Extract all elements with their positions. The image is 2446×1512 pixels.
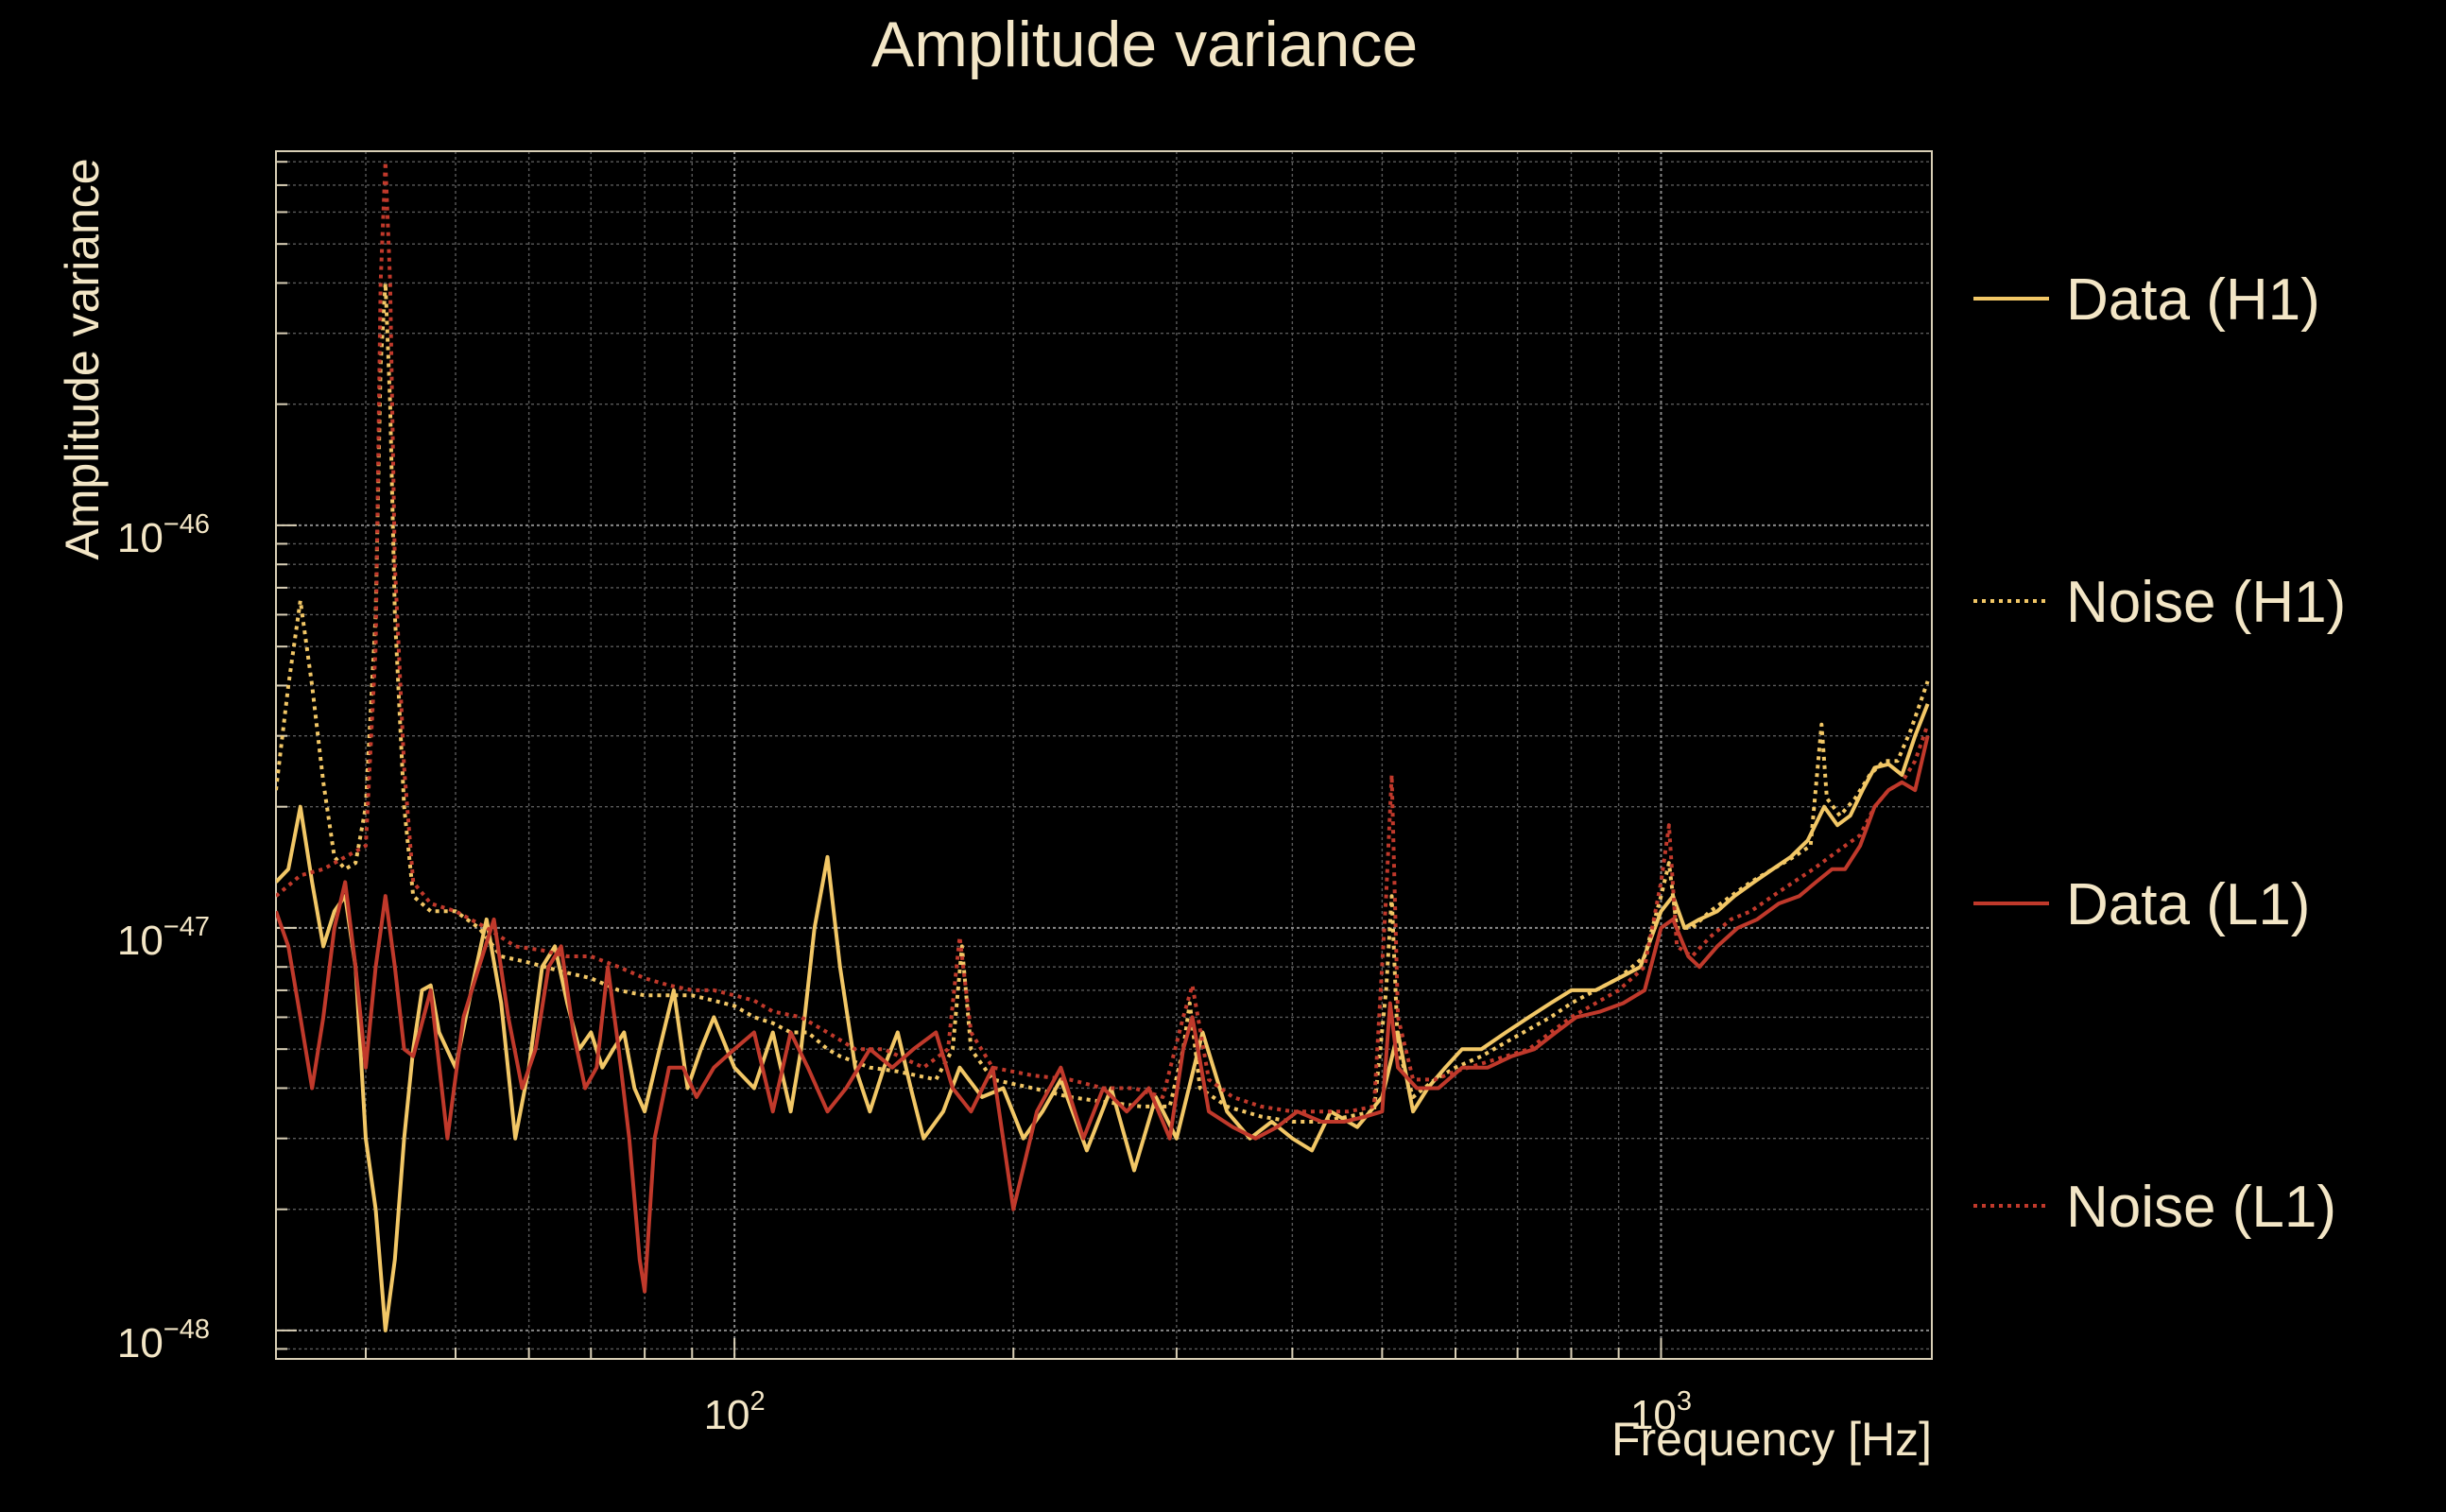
x-tick-label-exponent: 2 [750, 1386, 766, 1417]
y-tick-label: 10−47 [117, 912, 210, 964]
legend-label-3: Data (L1) [2066, 872, 2310, 937]
plot-area-border [275, 150, 1933, 1360]
legend-label-2: Noise (H1) [2066, 570, 2346, 635]
x-axis-label: Frequency [Hz] [1611, 1413, 1932, 1466]
y-tick-label-exponent: −46 [164, 509, 210, 540]
chart-title: Amplitude variance [871, 9, 1418, 80]
y-tick-label-base: 10 [117, 1320, 164, 1366]
y-tick-label-base: 10 [117, 515, 164, 561]
series-layer [276, 160, 1930, 1332]
x-tick-label-base: 10 [1630, 1392, 1677, 1438]
series-line-3 [276, 735, 1930, 1294]
x-axis-ticks: 102 103 [704, 1386, 1692, 1438]
x-tick-label: 103 [1630, 1386, 1692, 1438]
legend-label-4: Noise (L1) [2066, 1175, 2336, 1240]
minor-ticks [276, 161, 1662, 1359]
x-tick-label: 102 [704, 1386, 766, 1438]
y-tick-label: 10−46 [117, 509, 210, 561]
legend-label-1: Data (H1) [2066, 267, 2320, 333]
plot-frame [275, 150, 1933, 1360]
minor-gridlines [276, 151, 1932, 1359]
x-tick-label-base: 10 [704, 1392, 750, 1438]
y-axis-label: Amplitude variance [56, 158, 109, 559]
y-tick-label-exponent: −48 [164, 1314, 210, 1345]
x-tick-label-exponent: 3 [1677, 1386, 1692, 1417]
series-line-2 [276, 281, 1930, 1124]
y-tick-label-exponent: −47 [164, 912, 210, 942]
legend: Data (H1) Noise (H1) Data (L1) Noise (L1) [1973, 267, 2346, 1240]
series-line-4 [276, 160, 1930, 1114]
y-tick-label: 10−48 [117, 1314, 210, 1366]
y-tick-label-base: 10 [117, 918, 164, 964]
